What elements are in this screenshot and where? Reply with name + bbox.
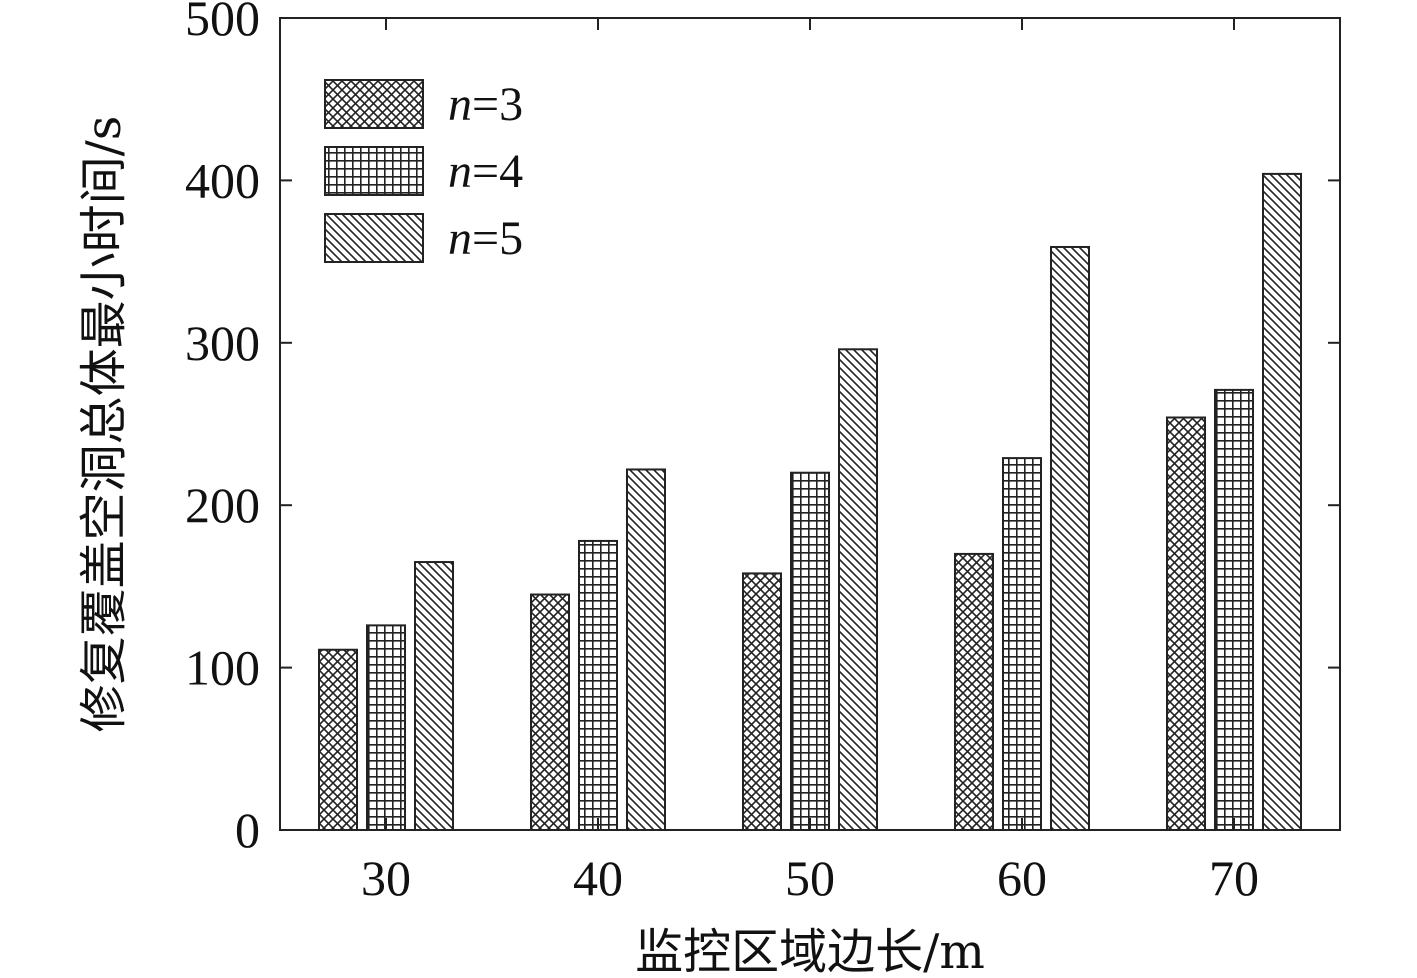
legend-swatch [324,213,424,263]
x-tick-label: 60 [997,850,1047,906]
bar-n3-40 [530,593,570,832]
y-tick-label: 0 [235,802,260,858]
tick-labels: 0 100 200 300 400 500 30 40 50 60 70 [185,0,1259,906]
bar-n3-50 [742,572,782,832]
bar-n5-70 [1262,172,1302,832]
bar-n4-60 [1002,457,1042,831]
x-tick-label: 40 [573,850,623,906]
legend: n=3 n=4 n=5 [324,78,523,265]
x-axis-title: 监控区域边长/m [635,924,985,978]
y-tick-label: 400 [185,152,260,208]
bar-n5-60 [1050,245,1090,831]
y-axis-title: 修复覆盖空洞总体最小时间/s [76,116,132,733]
legend-label: n=4 [448,145,523,198]
legend-swatch [324,79,424,129]
axis-ticks [280,17,1340,831]
bar-n4-70 [1214,388,1254,831]
bar-n4-30 [366,624,406,831]
y-tick-label: 500 [185,0,260,46]
bar-n3-60 [954,552,994,831]
bar-n3-70 [1166,416,1206,831]
y-tick-label: 100 [185,640,260,696]
bar-n5-50 [838,348,878,831]
y-tick-label: 200 [185,477,260,533]
bar-n4-50 [790,471,830,831]
bar-n5-40 [626,468,666,831]
x-tick-label: 50 [785,850,835,906]
x-tick-label: 70 [1209,850,1259,906]
bars [318,172,1302,832]
x-tick-label: 30 [361,850,411,906]
y-tick-label: 300 [185,315,260,371]
bar-n4-40 [578,539,618,831]
legend-label: n=3 [448,78,523,131]
legend-label: n=5 [448,212,523,265]
bar-n5-30 [414,561,454,831]
bar-n3-30 [318,648,358,832]
legend-swatch [324,146,424,196]
